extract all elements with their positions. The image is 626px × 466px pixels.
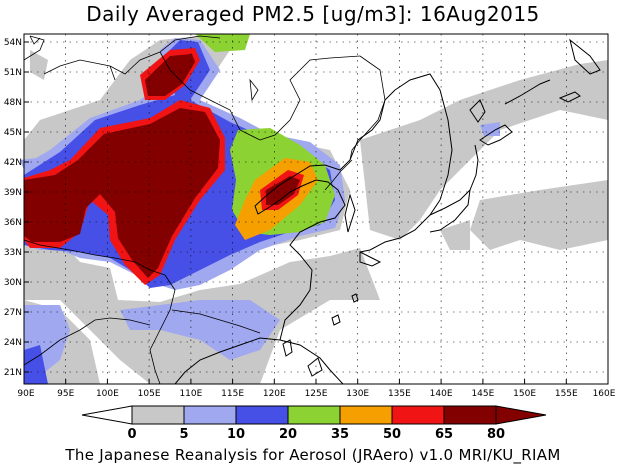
lat-label: 27N	[4, 308, 22, 318]
lon-label: 135E	[388, 389, 411, 399]
colorbar-label: 50	[383, 427, 401, 442]
lat-label: 30N	[4, 278, 22, 288]
colorbar-segment-4	[287, 405, 341, 425]
colorbar-label: 10	[227, 427, 245, 442]
lat-label: 45N	[4, 128, 22, 138]
lat-label: 48N	[4, 98, 22, 108]
lat-label: 24N	[4, 338, 22, 348]
lon-label: 145E	[471, 389, 494, 399]
lat-label: 54N	[4, 38, 22, 48]
axis-ticks	[24, 41, 567, 384]
colorbar-segment-2	[183, 405, 237, 425]
lat-label: 39N	[4, 188, 22, 198]
lon-label: 140E	[430, 389, 453, 399]
lat-label: 42N	[4, 158, 22, 168]
lon-label: 105E	[138, 389, 161, 399]
lon-label: 95E	[57, 389, 74, 399]
lat-label: 21N	[4, 368, 22, 378]
country-borders	[23, 35, 386, 385]
lon-label: 155E	[555, 389, 578, 399]
colorbar-segment-0	[81, 405, 133, 425]
colorbar-segment-5	[339, 405, 393, 425]
longitude-labels: 90E 95E 100E 105E 110E 115E 120E 125E 13…	[17, 389, 615, 399]
lon-label: 130E	[346, 389, 369, 399]
footer-credit: The Japanese Reanalysis for Aerosol (JRA…	[65, 446, 561, 464]
coastlines	[174, 38, 601, 385]
colorbar-segment-6	[391, 405, 445, 425]
colorbar-label: 35	[331, 427, 349, 442]
map-plot-area: 54N 51N 48N 45N 42N 39N 36N 33N 30N 27N …	[4, 33, 616, 399]
lat-label: 36N	[4, 218, 22, 228]
colorbar-label: 5	[179, 427, 188, 442]
colorbar: 0 5 10 20 35 50 65 80	[81, 405, 547, 442]
colorbar-segment-1	[131, 405, 185, 425]
colorbar-label: 65	[435, 427, 453, 442]
lon-label: 110E	[179, 389, 202, 399]
colorbar-label: 80	[487, 427, 505, 442]
colorbar-segment-8	[495, 405, 547, 425]
latitude-labels: 54N 51N 48N 45N 42N 39N 36N 33N 30N 27N …	[4, 38, 22, 378]
lat-label: 33N	[4, 248, 22, 258]
lon-label: 160E	[593, 389, 616, 399]
lon-label: 100E	[96, 389, 119, 399]
colorbar-labels: 0 5 10 20 35 50 65 80	[127, 427, 505, 442]
lon-label: 120E	[263, 389, 286, 399]
colorbar-label: 20	[279, 427, 297, 442]
lon-label: 115E	[221, 389, 244, 399]
colorbar-label: 0	[127, 427, 136, 442]
lon-label: 150E	[513, 389, 536, 399]
map-title: Daily Averaged PM2.5 [ug/m3]: 16Aug2015	[86, 2, 540, 26]
lat-label: 51N	[4, 68, 22, 78]
colorbar-segment-7	[443, 405, 497, 425]
lon-label: 125E	[305, 389, 328, 399]
colorbar-segment-3	[235, 405, 289, 425]
lon-label: 90E	[17, 389, 34, 399]
